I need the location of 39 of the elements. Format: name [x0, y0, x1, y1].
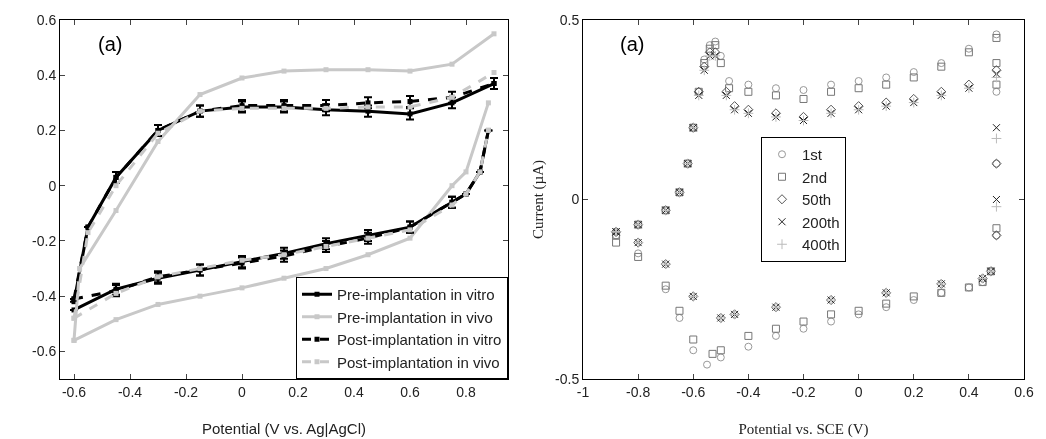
x-tick-label: -0.2: [791, 383, 816, 400]
x-tick-label: -0.6: [681, 383, 706, 400]
legend-label: Post-implantation in vivo: [337, 353, 500, 371]
y-tick-label: -0.6: [32, 343, 57, 360]
x-tick-label: -0.4: [736, 383, 761, 400]
legend-label: 2nd: [802, 168, 828, 186]
y-tick-label: 0.6: [36, 11, 57, 28]
y-tick-label: 0: [571, 191, 580, 208]
x-tick-label: 0: [854, 383, 863, 400]
legend-label: Pre-implantation in vivo: [337, 308, 493, 326]
x-tick-label: -0.8: [626, 383, 651, 400]
legend-label: 1st: [802, 146, 823, 164]
x-tick-label: 0.6: [400, 383, 420, 400]
y-tick-label: -0.2: [32, 232, 57, 249]
x-tick-label: 0.4: [344, 383, 364, 400]
x-tick-label: 0.2: [904, 383, 924, 400]
x-tick-label: -0.6: [61, 383, 87, 400]
y-tick-label: 0.4: [36, 67, 57, 84]
x-tick-label: 0.2: [288, 383, 308, 400]
annotation: (a): [98, 33, 123, 55]
y-tick-label: 0.2: [36, 122, 57, 139]
x-tick-label: -0.4: [117, 383, 143, 400]
x-axis-title: Potential vs. SCE (V): [738, 421, 869, 438]
legend-label: 200th: [802, 213, 840, 231]
x-tick-label: 0: [238, 383, 247, 400]
legend-label: Post-implantation in vitro: [337, 331, 502, 349]
y-axis-title: Current (µA): [530, 159, 547, 240]
legend-label: 400th: [802, 236, 840, 254]
x-tick-label: 0.8: [456, 383, 476, 400]
y-tick-label: 0.5: [559, 11, 580, 28]
annotation: (a): [620, 33, 645, 55]
x-tick-label: -0.2: [173, 383, 199, 400]
y-tick-label: 0: [48, 177, 57, 194]
legend-label: 50th: [802, 191, 832, 209]
x-tick-label: 0.4: [959, 383, 979, 400]
legend-label: Pre-implantation in vitro: [337, 286, 495, 304]
x-axis-title: Potential (V vs. Ag|AgCl): [202, 420, 366, 437]
x-tick-label: 0.6: [1014, 383, 1034, 400]
y-tick-label: -0.4: [32, 288, 57, 305]
